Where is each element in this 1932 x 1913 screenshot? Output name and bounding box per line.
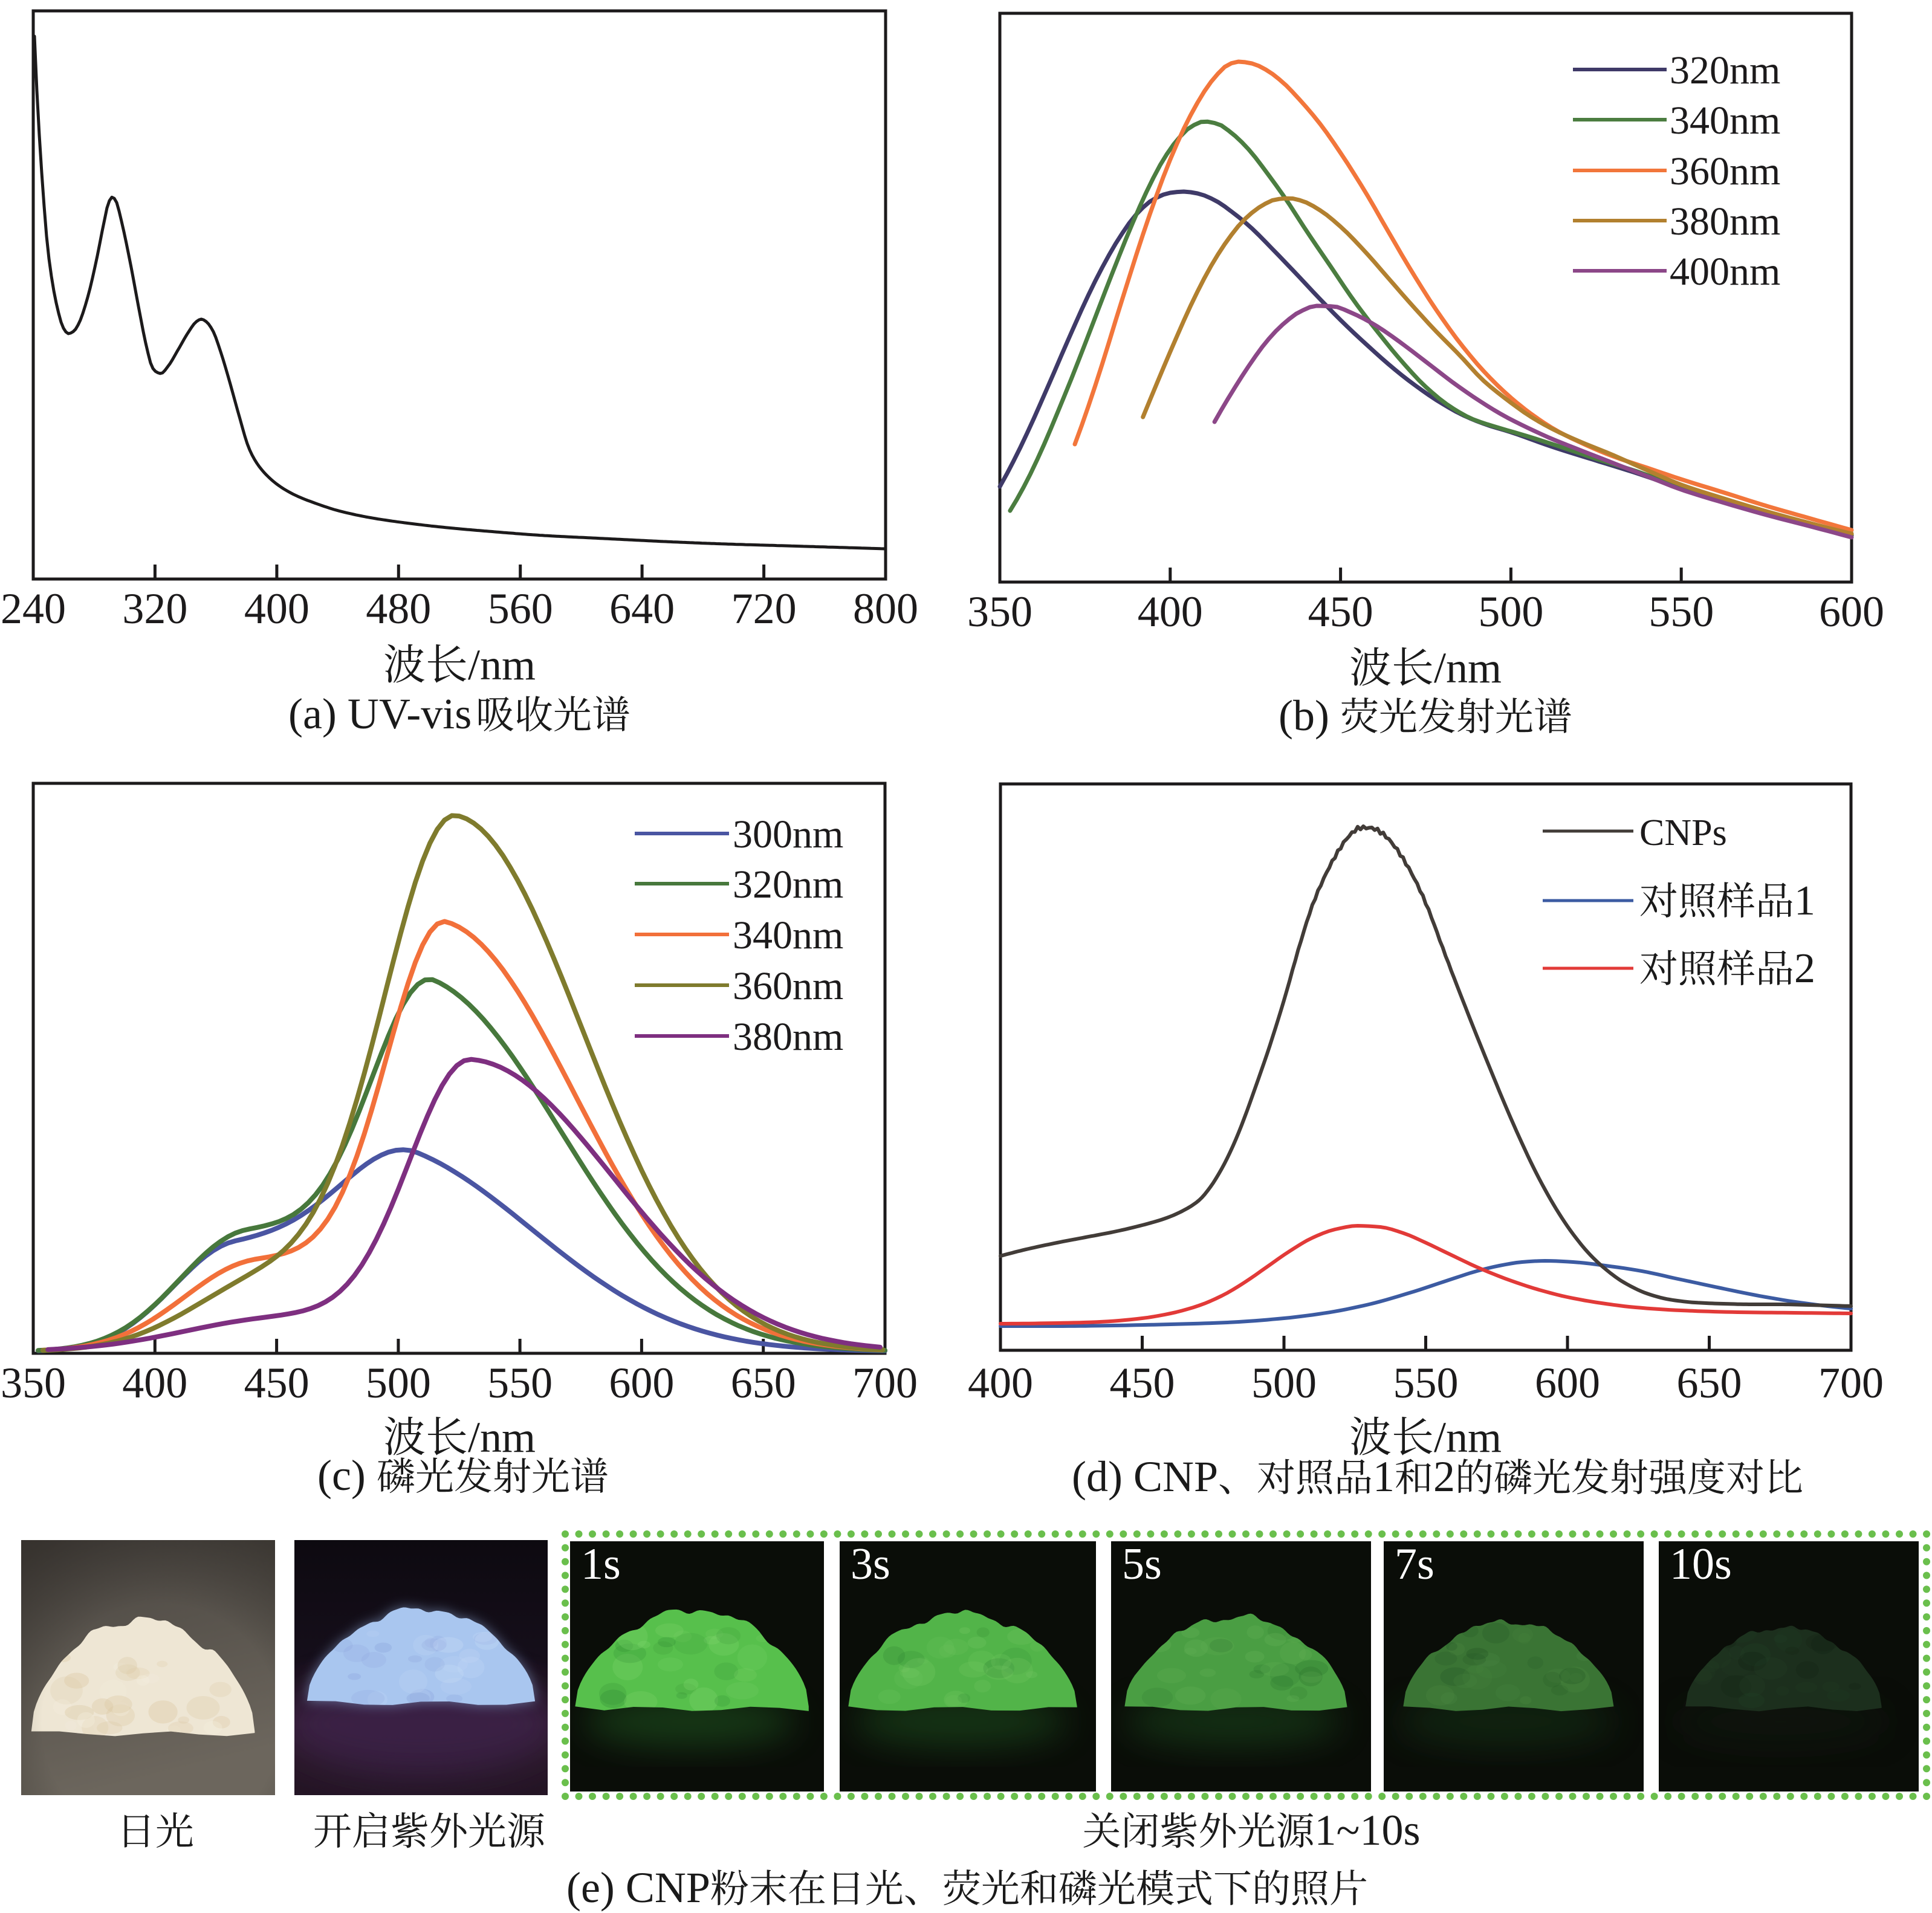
svg-text:/nm: /nm — [1434, 644, 1502, 692]
svg-text:/nm: /nm — [1434, 1413, 1502, 1461]
svg-text:450: 450 — [244, 1359, 310, 1407]
svg-text:/nm: /nm — [468, 1413, 536, 1461]
svg-text:1: 1 — [1794, 878, 1815, 924]
svg-text:500: 500 — [1478, 587, 1543, 636]
svg-text:(e) CNP: (e) CNP — [566, 1863, 710, 1912]
svg-text:1s: 1s — [581, 1539, 621, 1589]
svg-text:(d) CNP: (d) CNP — [1072, 1452, 1218, 1501]
svg-text:1: 1 — [1373, 1452, 1395, 1501]
svg-text:600: 600 — [609, 1359, 674, 1407]
svg-text:550: 550 — [1648, 587, 1714, 636]
svg-text:1~10s: 1~10s — [1315, 1806, 1421, 1854]
svg-text:650: 650 — [731, 1359, 796, 1407]
svg-text:240: 240 — [1, 584, 66, 633]
svg-text:300nm: 300nm — [733, 812, 843, 856]
svg-text:380nm: 380nm — [1670, 199, 1780, 244]
svg-text:700: 700 — [852, 1359, 918, 1407]
svg-text:700: 700 — [1818, 1359, 1884, 1407]
svg-text:10s: 10s — [1670, 1539, 1732, 1589]
svg-text:450: 450 — [1110, 1359, 1175, 1407]
svg-text:450: 450 — [1308, 587, 1373, 636]
svg-text:350: 350 — [1, 1359, 66, 1407]
svg-text:350: 350 — [967, 587, 1032, 636]
svg-text:360nm: 360nm — [733, 964, 843, 1008]
svg-text:800: 800 — [853, 584, 918, 633]
svg-text:2: 2 — [1433, 1452, 1455, 1501]
svg-text:3s: 3s — [851, 1539, 890, 1589]
svg-text:CNPs: CNPs — [1639, 812, 1727, 853]
svg-text:640: 640 — [609, 584, 675, 633]
svg-text:720: 720 — [731, 584, 797, 633]
svg-text:(b): (b) — [1279, 691, 1329, 740]
svg-text:550: 550 — [487, 1359, 553, 1407]
svg-text:380nm: 380nm — [733, 1015, 843, 1059]
svg-text:320nm: 320nm — [733, 863, 843, 907]
svg-text:320nm: 320nm — [1670, 48, 1780, 92]
svg-text:2: 2 — [1794, 945, 1815, 992]
svg-text:550: 550 — [1393, 1359, 1459, 1407]
svg-text:480: 480 — [366, 584, 431, 633]
svg-text:560: 560 — [488, 584, 553, 633]
svg-text:360nm: 360nm — [1670, 149, 1780, 193]
svg-text:600: 600 — [1535, 1359, 1600, 1407]
svg-text:340nm: 340nm — [733, 913, 843, 957]
svg-text:400: 400 — [1138, 587, 1203, 636]
svg-text:400: 400 — [244, 584, 310, 633]
svg-text:650: 650 — [1677, 1359, 1742, 1407]
svg-text:500: 500 — [366, 1359, 431, 1407]
svg-text:400nm: 400nm — [1670, 250, 1780, 294]
svg-text:500: 500 — [1251, 1359, 1317, 1407]
svg-text:340nm: 340nm — [1670, 99, 1780, 143]
svg-text:400: 400 — [968, 1359, 1033, 1407]
svg-text:(a) UV-vis: (a) UV-vis — [288, 690, 472, 738]
svg-text:/nm: /nm — [468, 641, 536, 689]
svg-text:7s: 7s — [1395, 1539, 1434, 1589]
svg-text:320: 320 — [122, 584, 187, 633]
svg-text:600: 600 — [1819, 587, 1884, 636]
svg-text:5s: 5s — [1122, 1539, 1162, 1589]
svg-text:400: 400 — [122, 1359, 187, 1407]
svg-text:(c): (c) — [317, 1451, 366, 1500]
